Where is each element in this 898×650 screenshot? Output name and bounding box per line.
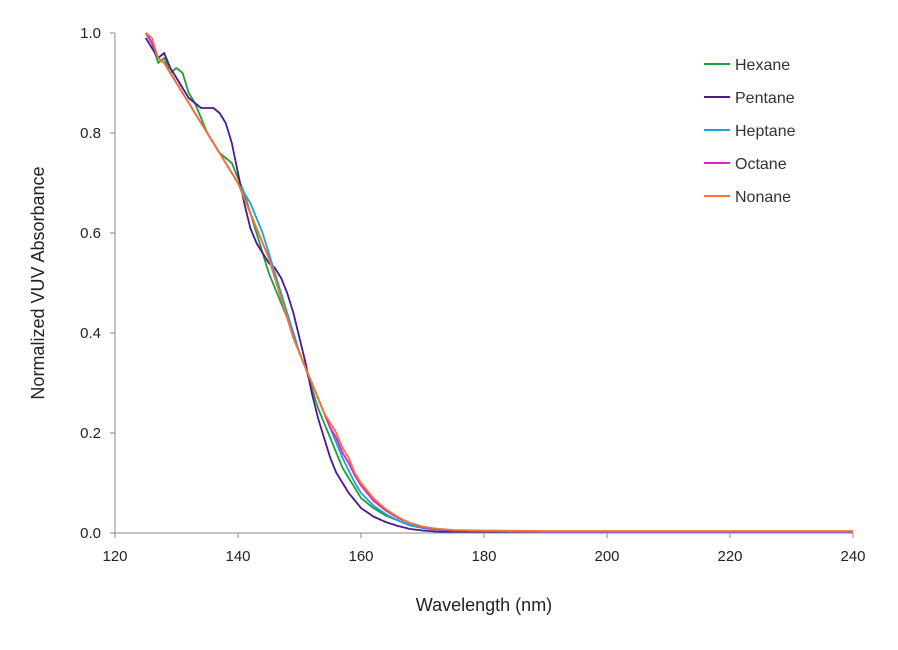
legend-label-nonane: Nonane: [735, 189, 791, 206]
x-tick-label: 240: [840, 548, 865, 565]
y-tick-label: 0.6: [80, 225, 101, 242]
x-axis-ticks: 120 140 160 180 200 220 240: [102, 533, 866, 565]
x-tick-label: 200: [594, 548, 619, 565]
series-line-pentane: [145, 37, 853, 533]
y-tick-label: 0.8: [80, 125, 101, 142]
x-tick-label: 160: [348, 548, 373, 565]
y-axis-title: Normalized VUV Absorbance: [28, 166, 48, 399]
y-tick-label: 0.2: [80, 425, 101, 442]
legend-label-hexane: Hexane: [735, 57, 790, 74]
legend-label-octane: Octane: [735, 156, 787, 173]
y-tick-label: 0.0: [80, 525, 101, 542]
x-axis-title: Wavelength (nm): [416, 595, 552, 615]
y-axis-ticks: 0.0 0.2 0.4 0.6 0.8 1.0: [80, 25, 115, 542]
x-tick-label: 220: [717, 548, 742, 565]
series-layer: [145, 32, 853, 533]
legend: Hexane Pentane Heptane Octane Nonane: [704, 57, 796, 206]
x-tick-label: 120: [102, 548, 127, 565]
y-tick-label: 1.0: [80, 25, 101, 42]
x-tick-label: 180: [471, 548, 496, 565]
legend-label-heptane: Heptane: [735, 123, 796, 140]
x-tick-label: 140: [225, 548, 250, 565]
series-line-nonane: [145, 32, 853, 532]
legend-label-pentane: Pentane: [735, 90, 795, 107]
y-tick-label: 0.4: [80, 325, 101, 342]
